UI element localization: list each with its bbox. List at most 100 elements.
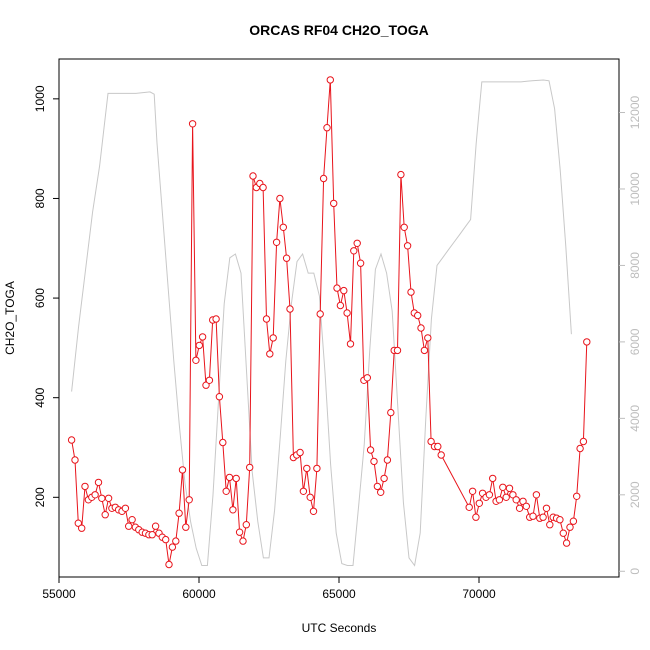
- data-point: [556, 516, 564, 524]
- data-point: [162, 535, 170, 544]
- data-point: [94, 478, 103, 487]
- secondary-series-layer: [71, 79, 572, 567]
- data-point: [383, 456, 392, 464]
- data-point: [363, 374, 371, 382]
- data-point: [202, 381, 210, 389]
- data-point: [333, 284, 341, 292]
- data-point: [472, 513, 480, 521]
- data-point: [212, 315, 220, 323]
- data-point: [512, 496, 520, 504]
- data-point: [387, 408, 395, 417]
- data-point: [370, 457, 378, 466]
- data-point: [475, 499, 483, 507]
- data-point: [272, 238, 281, 247]
- data-point: [562, 539, 571, 547]
- data-point: [353, 239, 361, 248]
- data-point: [539, 513, 547, 521]
- data-point: [165, 560, 173, 569]
- data-point: [303, 464, 311, 473]
- data-point: [542, 504, 551, 512]
- data-point: [259, 183, 267, 192]
- data-point: [502, 493, 510, 501]
- data-point: [427, 437, 435, 446]
- data-point: [104, 494, 113, 502]
- y2-tick-label: 2000: [628, 481, 642, 508]
- data-point: [393, 346, 402, 355]
- data-point: [282, 254, 291, 262]
- y2-tick-label: 6000: [628, 328, 642, 355]
- y-tick-label: 400: [33, 387, 47, 407]
- data-point: [125, 522, 133, 530]
- data-point: [424, 334, 432, 342]
- y2-tick-label: 10000: [628, 172, 642, 206]
- data-point: [505, 484, 514, 492]
- x-axis-title: UTC Seconds: [302, 621, 377, 635]
- y2-tick-label: 8000: [628, 252, 642, 279]
- data-point: [306, 493, 314, 501]
- x-tick-label: 65000: [322, 587, 356, 601]
- data-point: [276, 194, 284, 203]
- data-point: [485, 491, 494, 499]
- data-point: [279, 223, 287, 232]
- y-axis-title: CH2O_TOGA: [3, 281, 17, 355]
- data-point: [219, 438, 227, 447]
- data-point: [74, 519, 83, 527]
- data-point: [377, 488, 385, 496]
- data-point: [380, 474, 388, 483]
- data-point: [350, 247, 358, 255]
- data-point: [579, 437, 588, 446]
- data-point: [299, 487, 308, 495]
- data-point: [583, 338, 591, 346]
- data-point: [437, 451, 445, 459]
- data-point: [522, 502, 530, 510]
- data-point: [397, 170, 405, 179]
- data-point: [407, 288, 415, 296]
- x-tick-label: 60000: [182, 587, 216, 601]
- data-point: [296, 448, 304, 457]
- data-point: [420, 346, 429, 355]
- data-point: [188, 120, 197, 128]
- data-point: [569, 517, 578, 525]
- secondary-series-line: [71, 79, 572, 567]
- data-point: [151, 522, 160, 530]
- data-point: [366, 446, 375, 454]
- data-point: [336, 301, 345, 310]
- data-point: [78, 524, 86, 532]
- data-point: [262, 315, 271, 323]
- primary-series-layer: [67, 76, 591, 569]
- x-tick-label: 70000: [462, 587, 496, 601]
- data-point: [232, 474, 240, 483]
- y2-tick-label: 0: [628, 568, 642, 575]
- y-axis-right: 0 2000 4000 6000 8000 10000 12000: [619, 96, 642, 575]
- data-point: [148, 531, 156, 539]
- data-point: [239, 537, 247, 545]
- data-point: [468, 487, 477, 495]
- data-point: [215, 393, 224, 401]
- data-point: [532, 491, 541, 499]
- chart-title: ORCAS RF04 CH2O_TOGA: [249, 22, 428, 38]
- data-point: [71, 456, 79, 464]
- data-point: [286, 305, 294, 313]
- data-point: [182, 523, 190, 531]
- data-point: [246, 463, 254, 472]
- data-point: [249, 172, 257, 180]
- y2-tick-label: 4000: [628, 405, 642, 432]
- data-point: [178, 466, 187, 474]
- data-point: [91, 491, 99, 499]
- data-point: [495, 496, 504, 504]
- data-point: [346, 340, 355, 348]
- data-point: [417, 324, 425, 332]
- data-point: [559, 529, 567, 537]
- y2-tick-label: 12000: [628, 96, 642, 130]
- data-point: [121, 504, 130, 512]
- x-tick-label: 55000: [42, 587, 76, 601]
- data-point: [195, 341, 204, 350]
- y-tick-label: 600: [33, 288, 47, 308]
- data-point: [529, 512, 537, 520]
- data-point: [356, 259, 365, 267]
- y-tick-label: 200: [33, 487, 47, 507]
- data-point: [319, 174, 328, 183]
- data-point: [576, 444, 584, 453]
- data-point: [330, 199, 338, 208]
